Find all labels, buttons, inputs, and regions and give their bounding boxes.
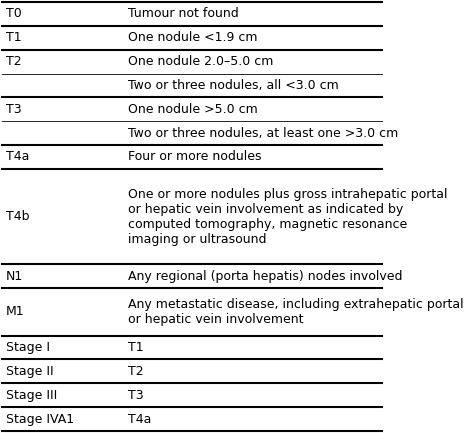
- Text: M1: M1: [6, 305, 25, 318]
- Text: T2: T2: [128, 365, 143, 378]
- Text: T1: T1: [6, 31, 21, 44]
- Text: Stage I: Stage I: [6, 341, 50, 354]
- Text: T3: T3: [6, 103, 21, 116]
- Text: T0: T0: [6, 7, 22, 20]
- Text: T4a: T4a: [128, 413, 151, 426]
- Text: N1: N1: [6, 270, 23, 283]
- Text: Stage II: Stage II: [6, 365, 54, 378]
- Text: T4a: T4a: [6, 150, 29, 163]
- Text: Stage III: Stage III: [6, 389, 57, 402]
- Text: T4b: T4b: [6, 210, 29, 223]
- Text: One or more nodules plus gross intrahepatic portal
or hepatic vein involvement a: One or more nodules plus gross intrahepa…: [128, 187, 447, 246]
- Text: Tumour not found: Tumour not found: [128, 7, 238, 20]
- Text: Stage IVA1: Stage IVA1: [6, 413, 74, 426]
- Text: Any regional (porta hepatis) nodes involved: Any regional (porta hepatis) nodes invol…: [128, 270, 402, 283]
- Text: T3: T3: [128, 389, 143, 402]
- Text: One nodule <1.9 cm: One nodule <1.9 cm: [128, 31, 257, 44]
- Text: T1: T1: [128, 341, 143, 354]
- Text: One nodule >5.0 cm: One nodule >5.0 cm: [128, 103, 257, 116]
- Text: Any metastatic disease, including extrahepatic portal
or hepatic vein involvemen: Any metastatic disease, including extrah…: [128, 298, 463, 326]
- Text: One nodule 2.0–5.0 cm: One nodule 2.0–5.0 cm: [128, 55, 273, 68]
- Text: Two or three nodules, all <3.0 cm: Two or three nodules, all <3.0 cm: [128, 79, 338, 92]
- Text: Four or more nodules: Four or more nodules: [128, 150, 261, 163]
- Text: T2: T2: [6, 55, 21, 68]
- Text: Two or three nodules, at least one >3.0 cm: Two or three nodules, at least one >3.0 …: [128, 126, 398, 139]
